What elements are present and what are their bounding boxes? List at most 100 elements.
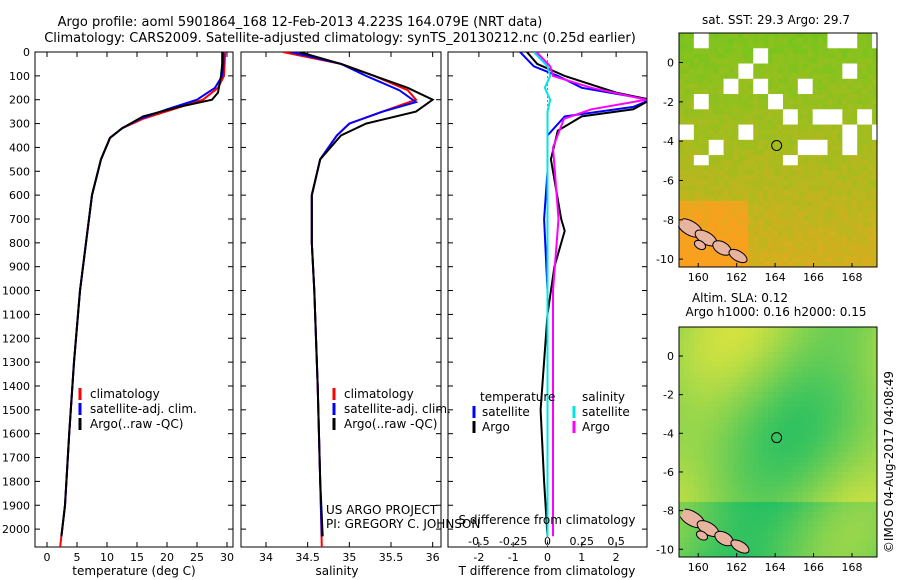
map-cell bbox=[778, 68, 784, 75]
map-cell bbox=[738, 487, 744, 493]
map-cell bbox=[698, 261, 705, 267]
map-cell bbox=[837, 73, 843, 80]
map-cell bbox=[773, 48, 779, 54]
map-cell bbox=[792, 527, 799, 533]
map-cell bbox=[802, 170, 809, 176]
map-cell bbox=[703, 114, 710, 120]
map-cell bbox=[708, 352, 715, 358]
map-cell bbox=[778, 452, 784, 458]
map-cell bbox=[738, 114, 744, 120]
map-cell bbox=[802, 442, 809, 448]
map-cell bbox=[778, 397, 784, 403]
map-cell bbox=[847, 392, 853, 398]
map-cell bbox=[758, 337, 764, 343]
map-cell bbox=[867, 144, 873, 151]
map-cell bbox=[748, 83, 754, 90]
map-cell bbox=[713, 205, 719, 212]
map-cell bbox=[778, 447, 784, 453]
map-cell bbox=[862, 236, 868, 242]
map-cell bbox=[797, 477, 804, 483]
map-cell bbox=[743, 402, 749, 408]
map-cell bbox=[787, 150, 794, 156]
map-cell bbox=[688, 170, 695, 176]
map-cell bbox=[827, 78, 833, 85]
map-cell bbox=[713, 352, 719, 358]
map-cell bbox=[827, 185, 833, 192]
map-cell bbox=[857, 256, 863, 263]
map-cell bbox=[797, 527, 804, 533]
map-cell bbox=[817, 392, 823, 398]
map-cell bbox=[872, 452, 877, 458]
map-cell bbox=[703, 552, 710, 557]
map-cell bbox=[733, 226, 739, 232]
map-cell bbox=[733, 442, 739, 448]
map-cell bbox=[743, 58, 749, 64]
map-cell bbox=[778, 517, 784, 523]
map-cell bbox=[748, 246, 754, 253]
map-cell bbox=[698, 68, 705, 75]
map-cell bbox=[723, 261, 729, 267]
map-cell bbox=[832, 342, 838, 348]
map-cell bbox=[857, 532, 863, 538]
map-cell bbox=[812, 114, 818, 120]
map-cell bbox=[852, 372, 858, 378]
map-cell bbox=[738, 73, 744, 80]
map-cell bbox=[718, 382, 724, 388]
map-cell bbox=[698, 502, 705, 508]
map-cell bbox=[822, 327, 828, 333]
map-cell bbox=[787, 492, 794, 498]
map-cell bbox=[787, 337, 794, 343]
map-cell bbox=[728, 165, 734, 171]
map-cell bbox=[679, 407, 685, 413]
map-cell bbox=[773, 63, 779, 70]
map-cell bbox=[718, 427, 724, 433]
map-cell bbox=[852, 507, 858, 513]
map-cell bbox=[773, 382, 779, 388]
map-cell bbox=[718, 195, 724, 202]
map-cell bbox=[837, 477, 843, 483]
map-cell bbox=[773, 216, 779, 222]
map-cell bbox=[822, 547, 828, 553]
map-cell bbox=[867, 104, 873, 110]
map-cell bbox=[787, 180, 794, 187]
map-cell bbox=[787, 342, 794, 348]
map-cell bbox=[807, 63, 814, 70]
map-cell bbox=[852, 261, 858, 267]
map-cell bbox=[782, 94, 789, 100]
map-cell bbox=[852, 547, 858, 553]
map-cell bbox=[822, 134, 828, 141]
map-cell bbox=[778, 114, 784, 120]
map-cell bbox=[787, 83, 794, 90]
map-cell bbox=[773, 53, 779, 59]
map-cell bbox=[842, 185, 848, 192]
map-cell bbox=[847, 462, 853, 468]
map-cell bbox=[773, 104, 779, 110]
map-cell bbox=[758, 377, 764, 383]
map-cell bbox=[698, 195, 705, 202]
map-cell bbox=[872, 357, 877, 363]
map-cell bbox=[857, 134, 863, 141]
map-cell bbox=[792, 467, 799, 473]
map-cell bbox=[723, 357, 729, 363]
map-cell bbox=[693, 552, 700, 557]
map-cell bbox=[812, 236, 818, 242]
map-cell bbox=[743, 327, 749, 333]
map-cell bbox=[763, 387, 769, 393]
map-cell bbox=[753, 377, 759, 383]
map-cell bbox=[723, 33, 729, 39]
map-cell bbox=[773, 527, 779, 533]
map-cell bbox=[728, 512, 734, 518]
map-cell bbox=[693, 327, 700, 333]
map-cell bbox=[738, 144, 744, 151]
map-cell bbox=[782, 175, 789, 181]
map-frame bbox=[678, 32, 878, 268]
map-cell bbox=[852, 332, 858, 338]
map-cell bbox=[842, 462, 848, 468]
map-cell bbox=[847, 537, 853, 543]
map-cell bbox=[708, 94, 715, 100]
map-cell bbox=[872, 180, 877, 187]
map-cell bbox=[827, 246, 833, 253]
map-cell bbox=[782, 155, 789, 161]
map-cell bbox=[733, 352, 739, 358]
map-cell bbox=[778, 462, 784, 468]
